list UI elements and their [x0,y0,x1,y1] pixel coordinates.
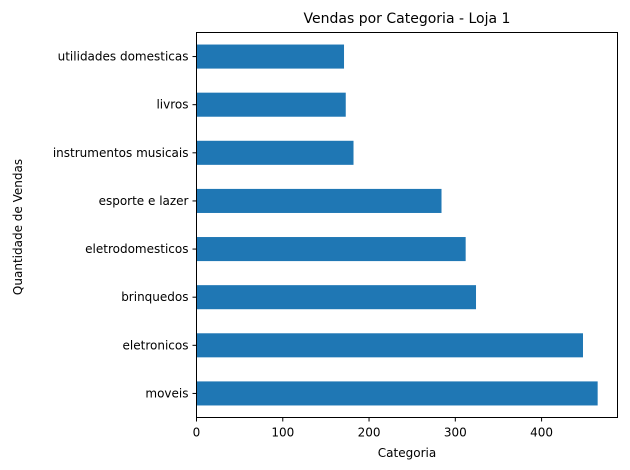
bar-moveis [196,381,598,406]
x-tick-label: 200 [358,426,381,440]
bar-esporte-e-lazer [196,188,442,213]
y-tick-label: utilidades domesticas [58,50,189,64]
plot-frame [196,32,618,418]
y-tick-label: instrumentos musicais [53,146,189,160]
bar-brinquedos [196,285,477,310]
bar-eletronicos [196,333,583,358]
x-tick-label: 0 [193,426,201,440]
ticks-layer: moveis eletronicos brinquedos eletrodomesti… [53,50,553,440]
bar-instrumentos-musicais [196,140,354,165]
y-tick-label: moveis [145,386,188,400]
y-tick-label: eletrodomesticos [85,242,188,256]
x-tick-label: 300 [444,426,467,440]
y-tick-label: brinquedos [121,290,188,304]
y-tick-label: livros [156,98,188,112]
x-tick-label: 400 [530,426,553,440]
y-axis-title: Quantidade de Vendas [11,159,25,295]
x-tick-label: 100 [271,426,294,440]
bar-livros [196,92,346,117]
bar-eletrodomesticos [196,237,466,262]
y-tick-label: esporte e lazer [99,194,189,208]
bar-utilidades-domesticas [196,44,345,69]
bars-layer [196,44,598,406]
chart-title: Vendas por Categoria - Loja 1 [304,11,511,27]
x-axis-title: Categoria [378,446,436,460]
y-tick-label: eletronicos [123,338,189,352]
